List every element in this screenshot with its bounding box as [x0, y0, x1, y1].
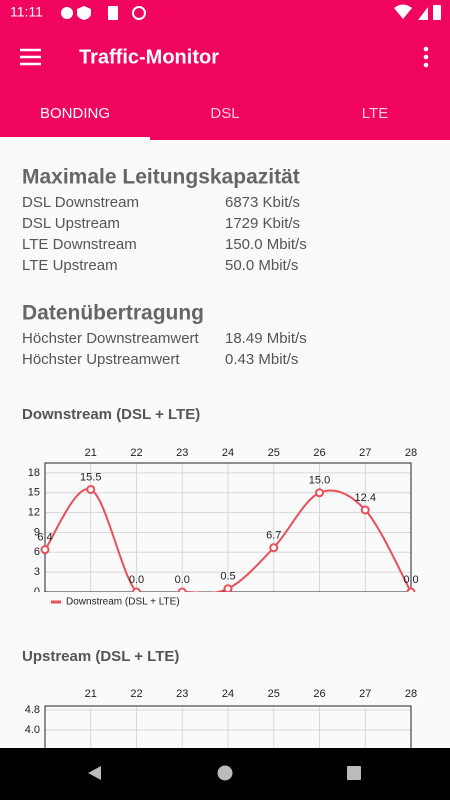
data-point: [223, 584, 233, 592]
x-tick-label: 28: [405, 447, 417, 459]
y-tick-label: 4.8: [25, 704, 40, 716]
data-label: 0.0: [175, 574, 190, 586]
nav-home[interactable]: [217, 765, 233, 781]
x-tick-label: 21: [85, 447, 97, 459]
x-tick-label: 22: [130, 447, 142, 459]
x-tick-label: 28: [405, 688, 417, 700]
legend-label: Downstream (DSL + LTE): [66, 597, 180, 608]
data-point: [406, 587, 416, 592]
status-time: 11:11: [10, 4, 43, 20]
data-label: 6.4: [37, 532, 52, 544]
row-value: 1729 Kbit/s: [225, 215, 300, 232]
status-icons: [61, 4, 441, 20]
tab[interactable]: LTE: [362, 105, 388, 122]
y-tick-label: 0: [34, 586, 40, 598]
legend-swatch: [51, 600, 61, 604]
row-value: 6873 Kbit/s: [225, 194, 300, 211]
row-value: 150.0 Mbit/s: [225, 236, 307, 253]
chart-body: 21 22 23 24 25 26 27 28 0 3 6 9 12 15 18 6.4 15.5 0.0 0.0 0…: [28, 447, 419, 598]
nav-recent[interactable]: [347, 766, 361, 780]
data-point: [315, 488, 324, 498]
data-label: 0.0: [403, 574, 418, 586]
y-tick-label: 12: [28, 507, 40, 519]
x-tick-label: 24: [222, 688, 234, 700]
chart-body: 21 22 23 24 25 26 27 28 4.8 4.0: [25, 688, 417, 748]
x-tick-label: 24: [222, 447, 234, 459]
data-label: 12.4: [355, 492, 376, 504]
row-label: DSL Upstream: [22, 215, 120, 232]
chart: 21 22 23 24 25 26 27 28 0 3 6 9 12 15 18 6.4 15.5 0.0 0.0 0…: [22, 406, 419, 608]
row-label: LTE Downstream: [22, 236, 137, 253]
x-tick-label: 25: [268, 447, 280, 459]
x-tick-label: 26: [313, 447, 325, 459]
plot-frame: [44, 462, 412, 592]
data-label: 15.5: [80, 471, 101, 483]
section-title: Datenübertragung: [22, 302, 204, 325]
data-label: 6.7: [266, 530, 281, 542]
data-point: [177, 587, 187, 592]
chart-title: Upstream (DSL + LTE): [22, 648, 179, 665]
y-tick-label: 18: [28, 467, 40, 479]
data-point: [269, 543, 279, 553]
tab[interactable]: BONDING: [40, 105, 110, 122]
x-tick-label: 27: [359, 688, 371, 700]
x-tick-label: 23: [176, 688, 188, 700]
data-point: [40, 545, 50, 555]
menu-button[interactable]: [20, 48, 41, 66]
row-value: 50.0 Mbit/s: [225, 257, 298, 274]
data-label: 0.5: [220, 571, 235, 583]
data-point: [360, 505, 370, 515]
chart-title: Downstream (DSL + LTE): [22, 406, 200, 423]
overflow-menu[interactable]: [423, 46, 429, 68]
section-title: Maximale Leitungskapazität: [22, 166, 300, 189]
data-point: [86, 484, 96, 494]
x-tick-label: 27: [359, 447, 371, 459]
chart: 21 22 23 24 25 26 27 28 4.8 4.0 Upstream (DSL + LT…: [22, 648, 417, 748]
x-tick-label: 25: [268, 688, 280, 700]
y-tick-label: 6: [34, 546, 40, 558]
x-tick-label: 23: [176, 447, 188, 459]
x-tick-label: 26: [313, 688, 325, 700]
x-tick-label: 21: [85, 688, 97, 700]
app-title: Traffic-Monitor: [79, 46, 219, 68]
data-label: 0.0: [129, 574, 144, 586]
tab[interactable]: DSL: [210, 105, 239, 122]
row-label: Höchster Downstreamwert: [22, 330, 200, 347]
row-label: LTE Upstream: [22, 257, 118, 274]
row-value: 18.49 Mbit/s: [225, 330, 307, 347]
row-label: Höchster Upstreamwert: [22, 351, 180, 368]
y-tick-label: 15: [28, 487, 40, 499]
data-point: [132, 587, 141, 592]
y-tick-label: 4.0: [25, 724, 40, 736]
row-label: DSL Downstream: [22, 194, 139, 211]
data-label: 15.0: [309, 475, 330, 487]
y-tick-label: 3: [34, 566, 40, 578]
row-value: 0.43 Mbit/s: [225, 351, 298, 368]
y-tick-label: 9: [34, 526, 40, 538]
x-tick-label: 22: [130, 688, 142, 700]
nav-back[interactable]: [88, 766, 101, 780]
plot-frame: [44, 705, 412, 748]
tab-indicator: [0, 137, 150, 140]
app-header: [0, 0, 450, 140]
